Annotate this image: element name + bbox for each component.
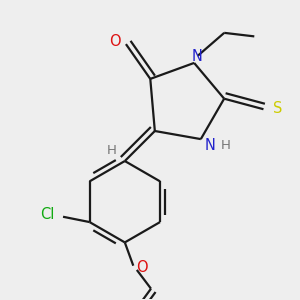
Text: N: N bbox=[191, 49, 203, 64]
Text: S: S bbox=[273, 101, 282, 116]
Text: H: H bbox=[106, 144, 116, 157]
Text: O: O bbox=[136, 260, 148, 275]
Text: H: H bbox=[220, 139, 230, 152]
Text: Cl: Cl bbox=[40, 208, 54, 223]
Text: N: N bbox=[204, 138, 215, 153]
Text: O: O bbox=[109, 34, 120, 49]
